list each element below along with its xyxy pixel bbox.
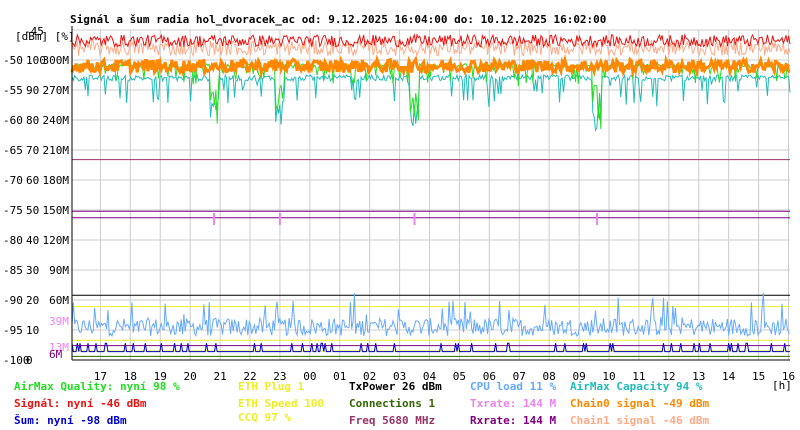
y-tick-percent: 40: [26, 234, 39, 247]
legend-item: AirMax Quality: nyní 98 %: [14, 380, 180, 393]
chart-title: Signál a šum radia hol_dvoracek_ac od: 9…: [70, 13, 606, 26]
x-tick-label: 15: [752, 370, 765, 383]
legend-item: AirMax Capacity 94 %: [570, 380, 703, 393]
y-tick-speed: 90M: [49, 264, 69, 277]
legend-item: Txrate: 144 M: [470, 397, 556, 410]
legend-item: ETH Plug 1: [238, 380, 305, 393]
x-tick-label: 10: [602, 370, 615, 383]
y-tick-percent: 10: [26, 324, 39, 337]
y-tick-speed: 270M: [43, 84, 70, 97]
y-tick-percent: 50: [26, 204, 39, 217]
y-tick-speed: 300M: [43, 54, 70, 67]
y-tick-percent: 80: [26, 114, 39, 127]
x-tick-label: 17: [94, 370, 107, 383]
x-tick-label: 12: [662, 370, 675, 383]
y-tick-speed: 240M: [43, 114, 70, 127]
legend-item: ETH Speed 100: [238, 397, 324, 410]
rate-label: 6M: [49, 348, 63, 361]
x-tick-label: 01: [333, 370, 346, 383]
legend-item: CCQ 97 %: [238, 411, 291, 424]
y-tick-dbm: -70: [3, 174, 23, 187]
x-tick-label: 05: [453, 370, 466, 383]
y-tick-speed: 210M: [43, 144, 70, 157]
x-tick-label: 04: [423, 370, 437, 383]
y-tick-percent: 90: [26, 84, 39, 97]
legend-item: Šum: nyní -98 dBm: [14, 414, 127, 427]
x-tick-label: 14: [722, 370, 736, 383]
y-tick-speed: 180M: [43, 174, 70, 187]
x-tick-label: 19: [154, 370, 167, 383]
legend: AirMax Quality: nyní 98 % Signál: nyní -4…: [14, 380, 709, 427]
x-tick-label: 22: [243, 370, 256, 383]
y-tick-speed: 60M: [49, 294, 69, 307]
y-tick-dbm: -95: [3, 324, 23, 337]
y-tick-dbm: -100: [3, 354, 30, 367]
y-tick-percent: 20: [26, 294, 39, 307]
rate-label: 39M: [49, 315, 69, 328]
legend-item: CPU load 11 %: [470, 380, 556, 393]
rate-label: 13M: [49, 341, 69, 354]
y-tick-percent: 60: [26, 174, 39, 187]
y-tick-dbm: -85: [3, 264, 23, 277]
x-tick-label: 16: [782, 370, 795, 383]
x-tick-label: 07: [513, 370, 526, 383]
y-tick-dbm: -45: [24, 25, 44, 38]
x-tick-label: 02: [363, 370, 376, 383]
x-tick-label: 03: [393, 370, 406, 383]
y-tick-dbm: -55: [3, 84, 23, 97]
x-tick-label: 18: [124, 370, 137, 383]
y-tick-dbm: -50: [3, 54, 23, 67]
noise-line: [71, 342, 790, 353]
y-tick-dbm: -90: [3, 294, 23, 307]
y-tick-speed: 120M: [43, 234, 70, 247]
x-tick-label: 09: [572, 370, 585, 383]
series-layer: [70, 33, 791, 357]
x-tick-label: 13: [692, 370, 705, 383]
airmax-capacity-line: [71, 73, 791, 133]
x-tick-label: 23: [273, 370, 286, 383]
legend-item: Chain0 signal -49 dBm: [570, 397, 709, 410]
x-tick-label: 00: [303, 370, 316, 383]
x-tick-label: 06: [483, 370, 496, 383]
signal-line: [71, 33, 791, 49]
legend-item: Chain1 signal -46 dBm: [570, 414, 709, 427]
axes: -45-50-55-60-65-70-75-80-85-90-95-100100…: [3, 25, 795, 383]
y-tick-percent: 0: [26, 354, 33, 367]
y-tick-percent: 70: [26, 144, 39, 157]
y-tick-dbm: -60: [3, 114, 23, 127]
chain1-signal-line: [71, 38, 791, 58]
chain0-signal-line: [70, 54, 791, 78]
x-tick-label: 08: [543, 370, 556, 383]
legend-item: Rxrate: 144 M: [470, 414, 556, 427]
legend-item: TxPower 26 dBm: [349, 380, 442, 393]
y-tick-dbm: -80: [3, 234, 23, 247]
legend-item: Connections 1: [349, 397, 435, 410]
legend-item: Freq 5680 MHz: [349, 414, 435, 427]
x-tick-label: 21: [213, 370, 226, 383]
y-unit-header: [dBm] [%]: [15, 30, 75, 43]
legend-item: Signál: nyní -46 dBm: [14, 397, 147, 410]
x-tick-label: 11: [632, 370, 645, 383]
y-tick-dbm: -75: [3, 204, 23, 217]
y-tick-percent: 100: [26, 54, 46, 67]
y-tick-dbm: -65: [3, 144, 23, 157]
x-tick-label: 20: [184, 370, 197, 383]
cpu-load-line: [71, 293, 791, 338]
x-unit-label: [h]: [772, 379, 792, 392]
y-tick-speed: 150M: [43, 204, 70, 217]
y-tick-percent: 30: [26, 264, 39, 277]
